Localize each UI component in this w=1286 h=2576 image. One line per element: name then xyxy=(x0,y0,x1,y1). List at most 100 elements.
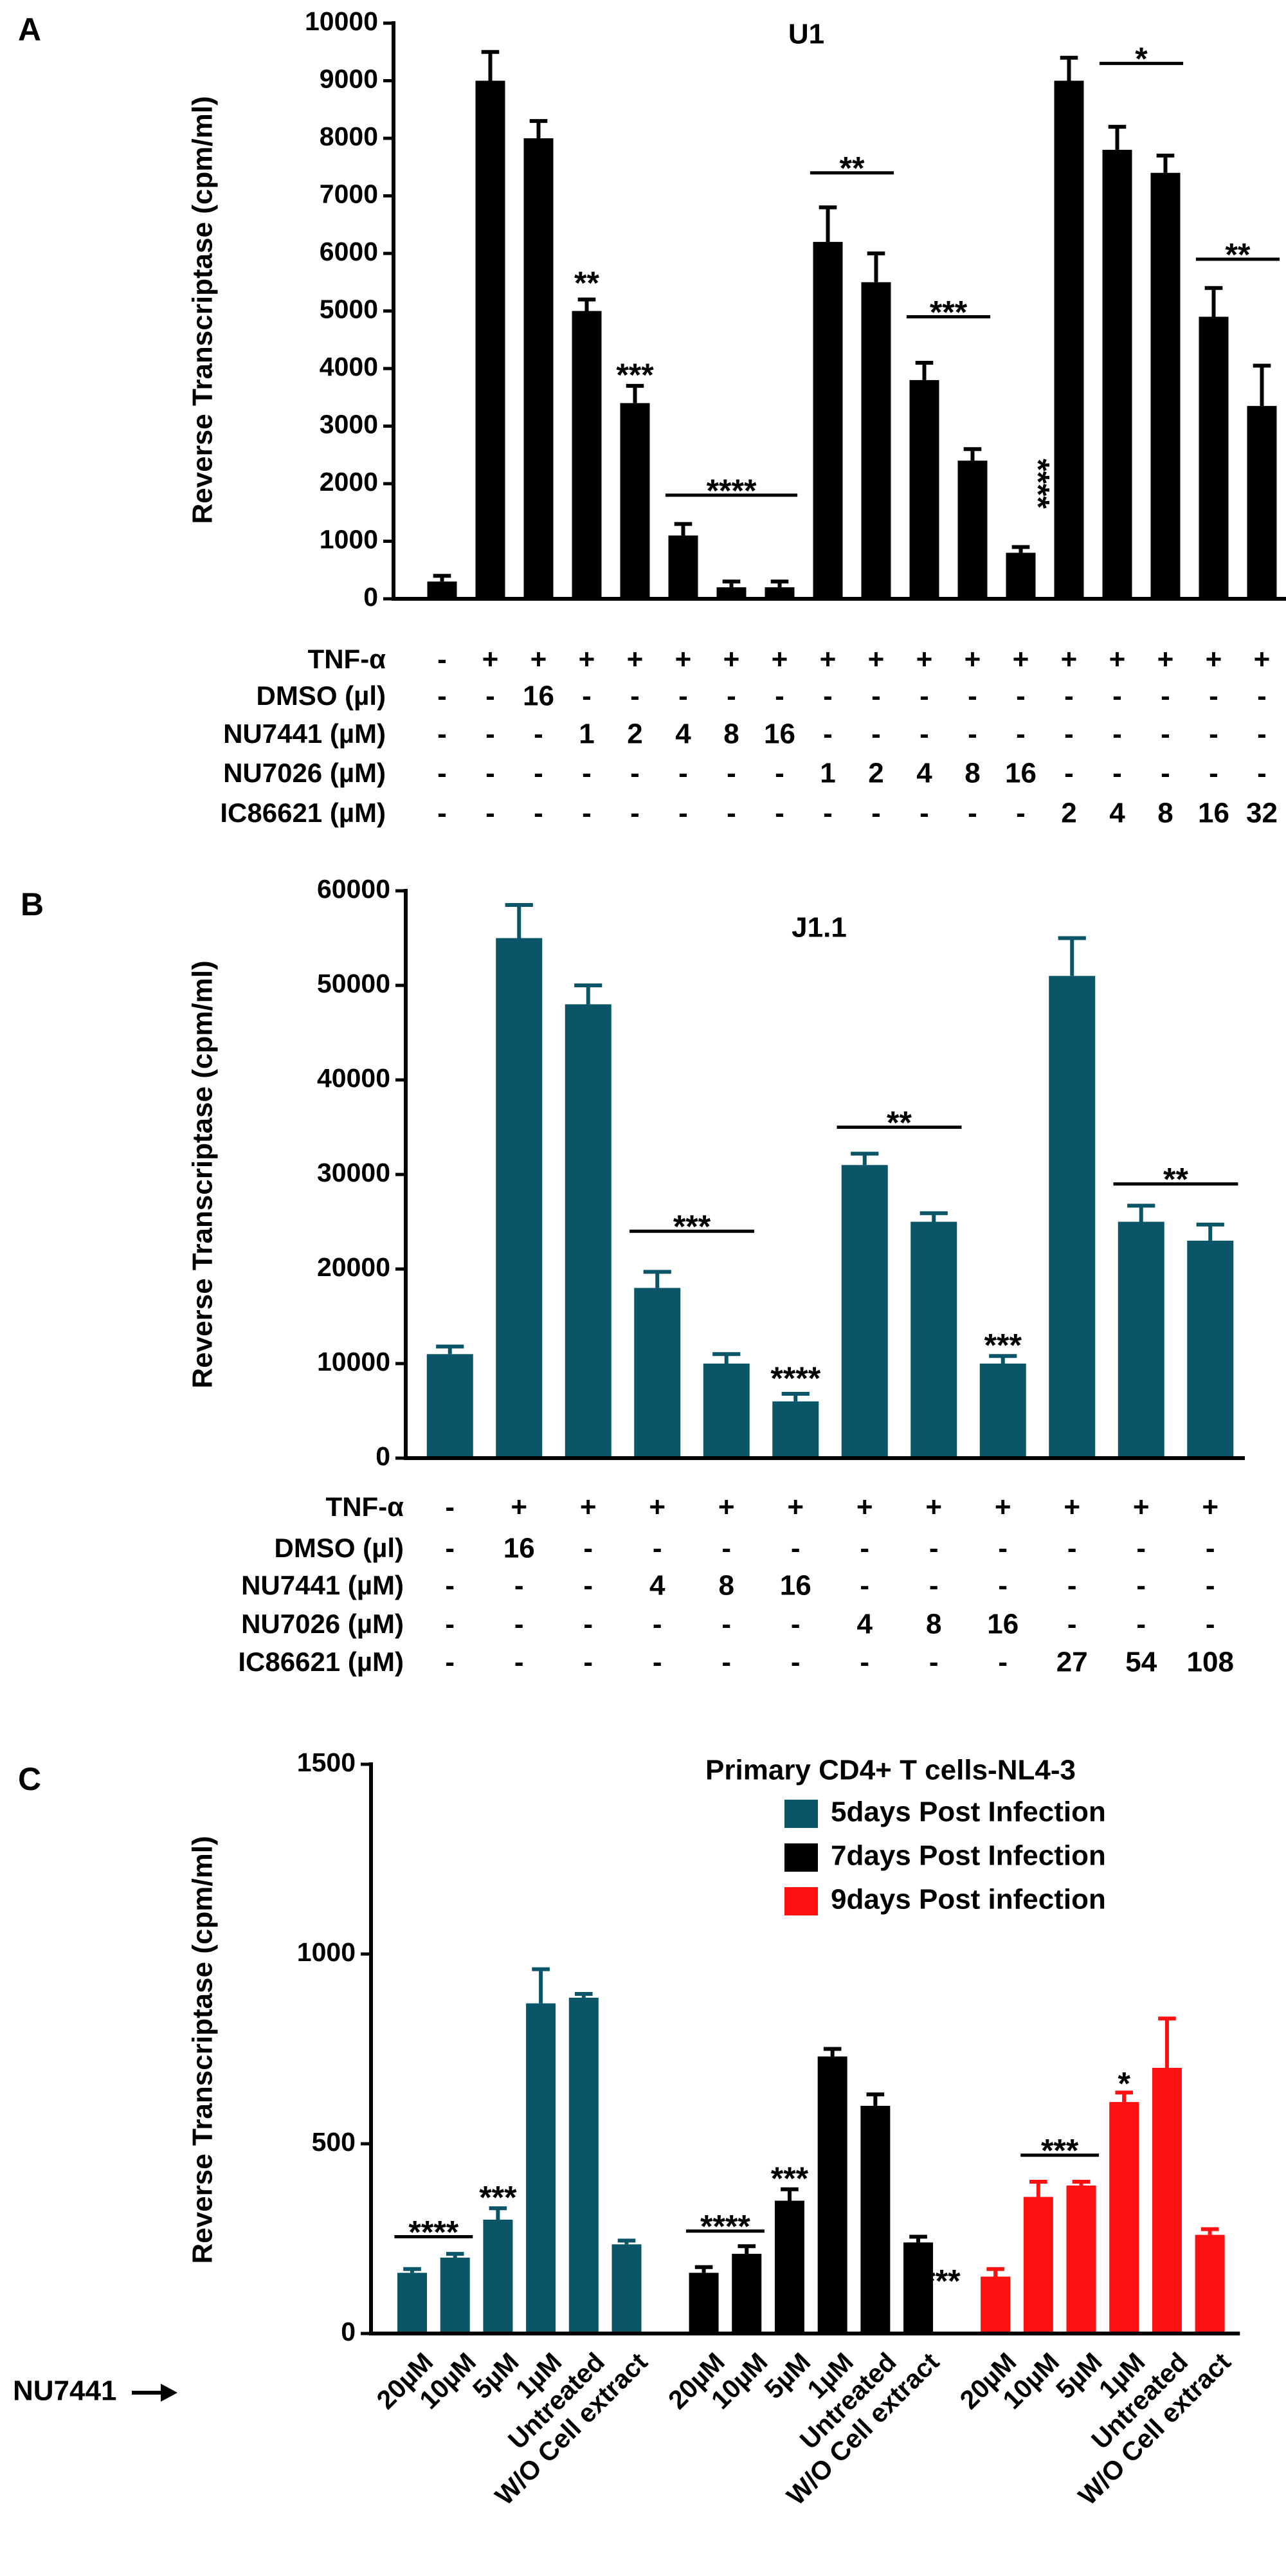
condition-cell: - xyxy=(775,798,784,829)
condition-cell: + xyxy=(1064,1492,1080,1523)
condition-cell: + xyxy=(925,1492,942,1523)
error-bar xyxy=(674,522,693,536)
significance-label: **** xyxy=(700,2209,750,2245)
condition-cell: - xyxy=(871,718,881,750)
error-bar xyxy=(1115,2090,1134,2103)
condition-cell: - xyxy=(1206,1533,1215,1564)
condition-cell: + xyxy=(579,644,595,675)
y-tick-label: 6000 xyxy=(320,237,378,266)
y-axis-title: Reverse Transcriptase (cpm/ml) xyxy=(187,1836,219,2263)
significance-label: *** xyxy=(984,1328,1022,1364)
condition-cell: - xyxy=(727,681,736,712)
condition-cell: + xyxy=(530,644,547,675)
bar xyxy=(774,2200,804,2334)
condition-cell: + xyxy=(511,1492,527,1523)
error-bar xyxy=(575,1991,593,1998)
y-tick-label: 20000 xyxy=(317,1252,390,1282)
condition-label: IC86621 (µM) xyxy=(220,798,386,828)
condition-cell: + xyxy=(580,1492,597,1523)
condition-cell: 1 xyxy=(579,718,594,750)
condition-label: TNF-α xyxy=(308,644,386,674)
condition-cell: - xyxy=(437,681,447,712)
condition-cell: - xyxy=(791,1647,801,1678)
condition-cell: 8 xyxy=(1157,798,1173,829)
x-tick-label: 5µM xyxy=(1050,2347,1108,2405)
condition-cell: - xyxy=(485,681,495,712)
y-tick-label: 40000 xyxy=(317,1063,390,1093)
condition-cell: 1 xyxy=(820,758,835,789)
condition-cell: - xyxy=(1136,1609,1146,1640)
bar xyxy=(765,587,795,599)
bar xyxy=(979,1364,1026,1458)
bar xyxy=(397,2272,427,2334)
error-bar xyxy=(712,1352,741,1364)
significance-label: ** xyxy=(1226,237,1251,273)
condition-cell: + xyxy=(482,644,499,675)
bar xyxy=(817,2056,847,2334)
y-tick-label: 30000 xyxy=(317,1158,390,1187)
bar xyxy=(981,2276,1011,2334)
condition-cell: - xyxy=(860,1570,869,1602)
condition-cell: - xyxy=(1112,681,1122,712)
significance-label: **** xyxy=(910,2263,961,2299)
error-bar xyxy=(1058,936,1086,976)
condition-label: DMSO (µl) xyxy=(256,681,386,711)
error-bar xyxy=(694,2265,713,2273)
condition-cell: - xyxy=(445,1533,455,1564)
condition-cell: - xyxy=(1161,758,1170,789)
error-bar xyxy=(1060,55,1078,81)
condition-cell: 16 xyxy=(780,1570,811,1602)
condition-cell: - xyxy=(919,681,929,712)
y-tick-label: 8000 xyxy=(320,122,378,151)
error-bar xyxy=(781,2187,799,2201)
error-bar xyxy=(1204,286,1223,317)
condition-cell: - xyxy=(485,718,495,750)
condition-cell: + xyxy=(1254,644,1271,675)
condition-cell: + xyxy=(868,644,885,675)
condition-cell: 32 xyxy=(1246,798,1278,829)
y-axis-title: Reverse Transcriptase (cpm/ml) xyxy=(187,96,219,524)
error-bar xyxy=(505,903,533,938)
condition-cell: - xyxy=(721,1647,731,1678)
condition-cell: 2 xyxy=(1061,798,1076,829)
significance-label: *** xyxy=(1041,2133,1079,2169)
bar xyxy=(565,1004,611,1458)
bar xyxy=(732,2254,762,2334)
condition-cell: - xyxy=(630,681,640,712)
condition-cell: + xyxy=(675,644,692,675)
condition-cell: + xyxy=(772,644,788,675)
error-bar xyxy=(915,361,934,380)
bar xyxy=(689,2272,719,2334)
y-tick-label: 0 xyxy=(363,582,378,612)
bar xyxy=(1199,316,1229,599)
condition-cell: - xyxy=(1112,758,1122,789)
condition-cell: - xyxy=(582,798,592,829)
condition-cell: - xyxy=(534,758,543,789)
bar xyxy=(526,2003,556,2334)
significance-label: *** xyxy=(673,1209,711,1245)
x-axis-title: NU7441 xyxy=(13,2375,116,2407)
condition-cell: - xyxy=(721,1609,731,1640)
condition-cell: - xyxy=(1064,681,1074,712)
significance-label: *** xyxy=(930,294,968,330)
significance-label: ** xyxy=(840,151,865,187)
significance-label: *** xyxy=(771,2160,809,2197)
error-bar xyxy=(574,983,602,1005)
condition-cell: - xyxy=(437,798,447,829)
condition-cell: - xyxy=(791,1609,801,1640)
bar xyxy=(1054,80,1084,599)
condition-cell: - xyxy=(1257,718,1267,750)
y-tick-label: 7000 xyxy=(320,179,378,208)
condition-cell: - xyxy=(721,1533,731,1564)
condition-cell: - xyxy=(514,1570,524,1602)
condition-cell: + xyxy=(820,644,837,675)
condition-cell: - xyxy=(1209,718,1218,750)
condition-cell: - xyxy=(445,1492,455,1523)
bar xyxy=(496,938,543,1458)
y-tick-label: 50000 xyxy=(317,969,390,998)
panel-label: A xyxy=(18,12,41,48)
error-bar xyxy=(851,1151,879,1165)
error-bar xyxy=(1011,545,1030,553)
condition-cell: 16 xyxy=(764,718,795,750)
bar xyxy=(1247,406,1277,599)
